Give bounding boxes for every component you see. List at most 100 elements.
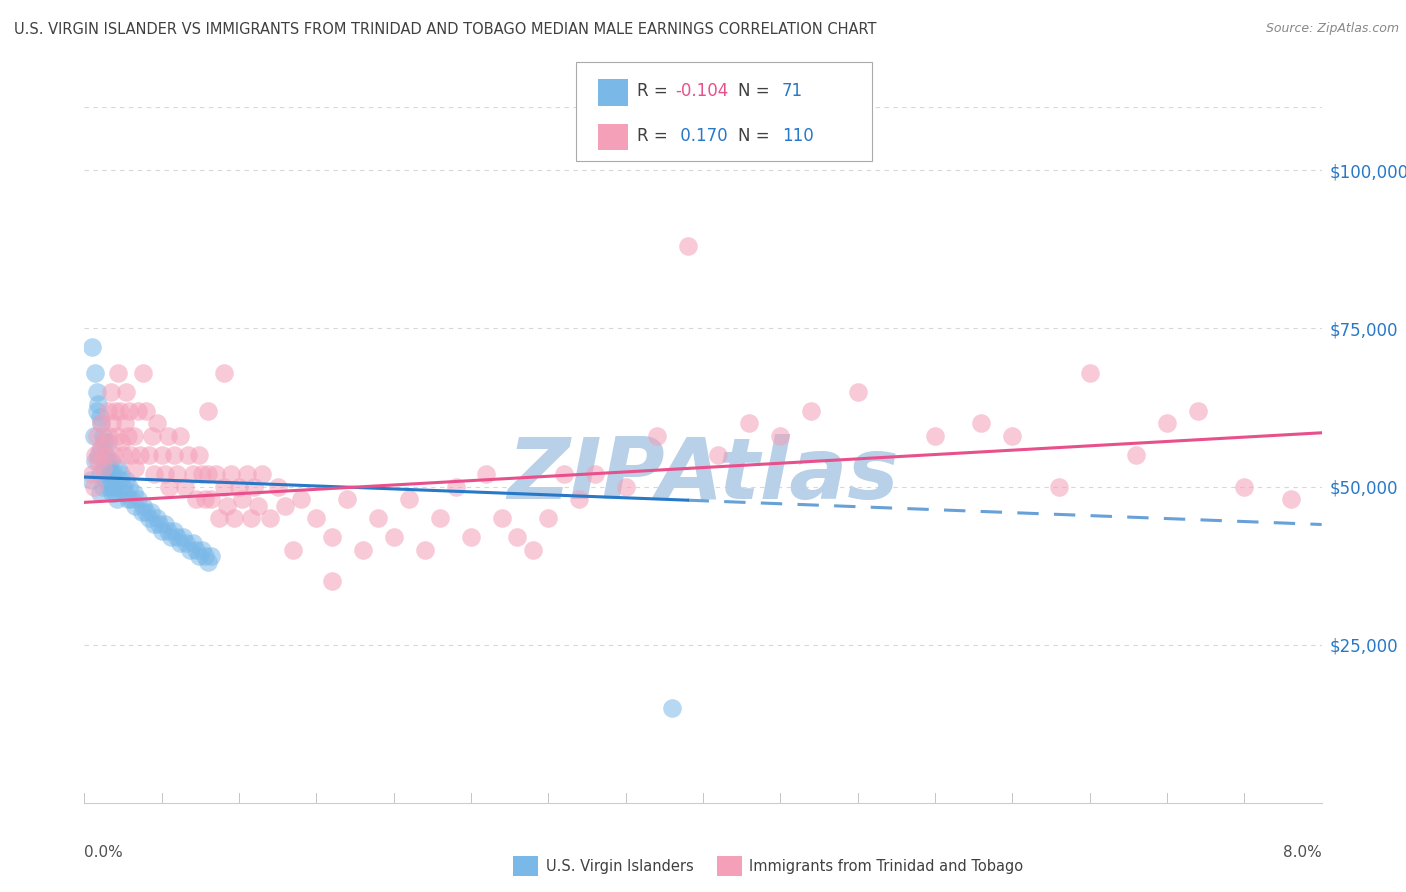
Point [228,479,250,493]
Point [100,454,122,468]
Point [124,460,146,475]
Point [87,397,110,411]
Text: ZIPAtlas: ZIPAtlas [508,434,898,517]
Text: 71: 71 [782,82,803,101]
Point [191,542,214,557]
Point [1187,403,1209,417]
Point [90,442,112,456]
Point [89,442,111,456]
Point [117,429,139,443]
Point [1279,492,1302,507]
Point [197,467,219,481]
Text: 110: 110 [782,127,814,145]
Point [163,448,186,462]
Point [112,479,135,493]
Point [267,479,290,493]
Point [537,511,560,525]
Point [94,473,117,487]
Point [846,384,869,399]
Point [153,467,176,481]
Point [506,530,529,544]
Point [128,492,150,507]
Point [103,467,125,481]
Point [460,530,482,544]
Point [143,467,166,481]
Point [89,467,111,481]
Point [398,492,420,507]
Point [197,556,219,570]
Text: Immigrants from Trinidad and Tobago: Immigrants from Trinidad and Tobago [749,859,1024,873]
Point [98,479,121,493]
Point [738,417,761,431]
Point [159,479,181,493]
Point [115,384,138,399]
Point [169,536,191,550]
Point [115,473,138,487]
Point [382,530,405,544]
Point [83,429,105,443]
Point [221,467,243,481]
Point [181,467,204,481]
Text: R =: R = [637,82,673,101]
Text: 8.0%: 8.0% [1282,845,1322,860]
Point [135,505,157,519]
Point [252,467,274,481]
Text: -0.104: -0.104 [675,82,728,101]
Point [90,417,112,431]
Text: Source: ZipAtlas.com: Source: ZipAtlas.com [1265,22,1399,36]
Point [179,542,201,557]
Point [101,486,124,500]
Point [321,574,343,589]
Text: N =: N = [738,127,775,145]
Point [166,530,188,544]
Point [94,448,117,462]
Point [197,403,219,417]
Point [87,454,110,468]
Point [112,448,135,462]
Point [143,517,166,532]
Point [645,429,668,443]
Point [150,524,173,538]
Point [236,467,259,481]
Point [160,530,183,544]
Point [93,460,115,475]
Point [800,403,823,417]
Point [128,403,150,417]
Point [176,536,198,550]
Point [84,448,107,462]
Point [336,492,359,507]
Point [82,340,104,354]
Point [491,511,513,525]
Point [215,499,238,513]
Point [104,486,127,500]
Point [100,467,122,481]
Point [86,429,108,443]
Point [108,473,131,487]
Point [117,492,139,507]
Point [172,530,194,544]
Point [181,536,204,550]
Point [120,492,142,507]
Point [86,384,108,399]
Point [194,492,217,507]
Point [184,542,207,557]
Point [290,492,312,507]
Point [96,454,120,468]
Point [93,435,115,450]
Point [83,479,105,493]
Point [924,429,946,443]
Point [274,499,297,513]
Point [413,542,436,557]
Point [87,448,110,462]
Point [138,511,160,525]
Point [110,435,132,450]
Point [118,479,141,493]
Point [187,448,209,462]
Point [91,460,114,475]
Text: 0.0%: 0.0% [84,845,124,860]
Point [707,448,730,462]
Point [1078,366,1101,380]
Point [166,467,188,481]
Point [246,499,269,513]
Point [132,499,155,513]
